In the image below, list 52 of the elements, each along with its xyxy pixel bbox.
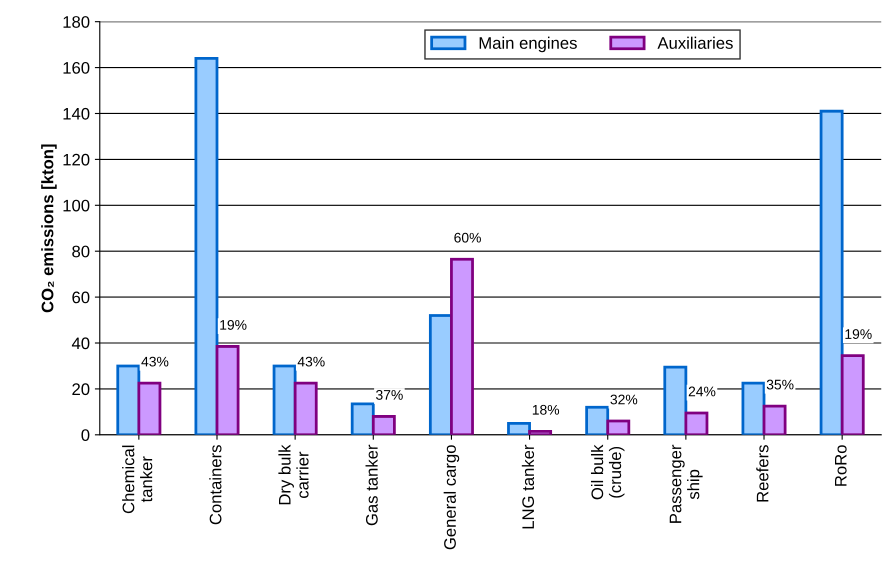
- x-tick-label: Containers: [209, 445, 222, 524]
- legend-label: Main engines: [480, 36, 577, 52]
- y-tick-label: 80: [72, 246, 90, 258]
- annotation: 35%: [766, 380, 794, 390]
- bar: [350, 402, 375, 435]
- bar: [450, 258, 474, 435]
- annotation: 43%: [298, 356, 325, 367]
- annotation: 43%: [141, 356, 168, 367]
- x-tick-label: Oil bulk (crude): [590, 444, 624, 500]
- x-tick-label: Reefers: [756, 445, 768, 502]
- bar: [372, 415, 396, 435]
- x-tick-label: Gas tanker: [366, 444, 378, 526]
- annotation: 60%: [454, 232, 481, 243]
- bar: [684, 412, 708, 435]
- y-axis-title: CO₂ emissions [kton]: [41, 144, 57, 312]
- y-tick-label: 40: [72, 337, 90, 350]
- bar: [840, 354, 865, 435]
- bar: [663, 366, 688, 435]
- bar: [294, 382, 318, 435]
- annotation: 24%: [688, 386, 716, 396]
- y-tick-label: 100: [64, 200, 90, 212]
- x-tick-label: General cargo: [444, 445, 460, 550]
- annotation: 19%: [220, 320, 247, 330]
- bar: [585, 406, 610, 435]
- bar: [216, 345, 240, 435]
- annotation: 32%: [610, 394, 638, 404]
- annotation: 37%: [376, 390, 403, 400]
- y-tick-label: 180: [64, 16, 90, 28]
- x-tick-label: Chemical tanker: [122, 446, 152, 514]
- y-tick-label: 60: [72, 292, 90, 304]
- bar: [272, 364, 297, 435]
- legend-label: Auxiliaries: [657, 36, 733, 49]
- x-tick-label: Passenger ship: [670, 444, 703, 523]
- y-tick-label: 120: [64, 154, 90, 166]
- bar: [762, 404, 787, 435]
- bar: [606, 420, 630, 435]
- x-tick-label: Dry bulk carrier: [278, 444, 309, 504]
- bar: [820, 110, 844, 435]
- bar: [116, 364, 140, 435]
- annotation: 19%: [845, 329, 872, 339]
- bar: [137, 382, 162, 435]
- bar: [507, 422, 531, 435]
- bar: [528, 430, 552, 435]
- annotation: 18%: [532, 404, 560, 415]
- y-tick-label: 140: [64, 108, 90, 120]
- bar: [742, 382, 766, 435]
- x-tick-label: LNG tanker: [522, 444, 534, 528]
- y-tick-label: 0: [81, 429, 90, 442]
- y-tick-label: 160: [64, 62, 90, 74]
- bar: [194, 57, 218, 435]
- y-tick-label: 20: [72, 383, 90, 396]
- x-tick-label: RoRo: [835, 445, 847, 486]
